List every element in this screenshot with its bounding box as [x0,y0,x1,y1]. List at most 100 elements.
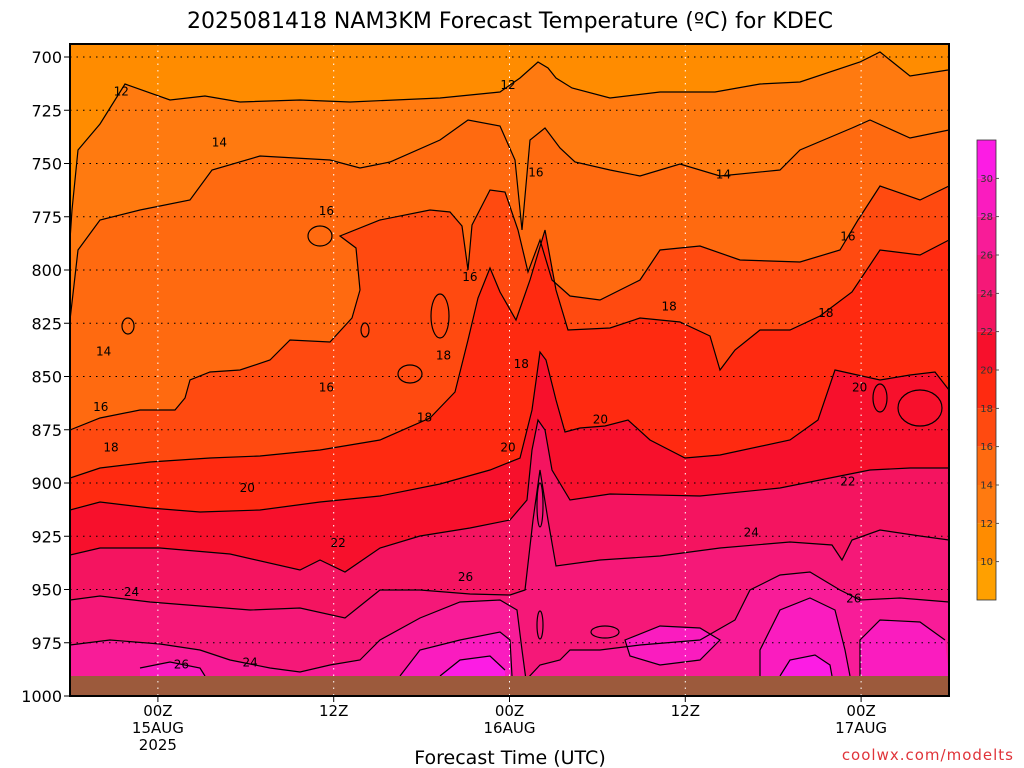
contour-label-text: 12 [500,78,515,92]
contour-label: 18 [818,306,833,320]
y-tick-label: 925 [31,527,62,546]
contour-lines [70,51,949,682]
colorbar-tick-label: 16 [980,442,993,453]
x-tick-label: 2025 [139,736,177,754]
band-28-30 [140,598,949,676]
contour-label-text: 14 [212,136,227,150]
contour-label: 26 [174,658,189,672]
contour-label: 16 [319,204,334,218]
contour-label-text: 24 [744,525,759,539]
contour-label: 18 [514,357,529,371]
band-26-28 [70,572,949,696]
x-tick-label: 17AUG [835,719,887,737]
colorbar-segment [977,293,996,332]
contour-label: 26 [458,570,473,584]
x-tick-label: 00Z [846,702,875,720]
contour-label: 16 [319,381,334,395]
contour-label-text: 14 [96,344,111,358]
contour-label-text: 16 [840,229,855,243]
contour-label: 20 [500,440,515,454]
y-tick-label: 825 [31,314,62,333]
y-tick-label: 950 [31,581,62,600]
y-tick-label: 1000 [21,687,62,706]
contour-label: 14 [212,136,227,150]
y-tick-label: 725 [31,101,62,120]
contour-label-text: 24 [243,655,258,669]
contour-label: 18 [662,300,677,314]
band-30-32 [440,655,832,676]
colorbar-segment [977,523,996,562]
contour-label-text: 12 [114,85,129,99]
colorbar-segment [977,408,996,447]
x-tick-label: 12Z [671,702,700,720]
contour-label-text: 16 [528,166,543,180]
contour-label-text: 26 [174,658,189,672]
colorbar-tick-label: 12 [980,519,993,530]
contour-label: 16 [528,166,543,180]
colorbar-segment [977,561,996,600]
ground-fill [70,676,949,696]
contour-label-text: 20 [593,413,608,427]
x-tick-label: 16AUG [484,719,536,737]
contour-label-text: 16 [93,400,108,414]
colorbar-segment [977,446,996,485]
y-axis: 700 725 750 775 800 825 850 875 900 925 950 975 1000 [21,48,70,706]
contour-label: 22 [840,474,855,488]
contour-label-text: 16 [319,204,334,218]
colorbar-segment [977,485,996,524]
contour-label-text: 20 [240,481,255,495]
contour-label: 20 [593,413,608,427]
y-tick-label: 875 [31,421,62,440]
colorbar-tick-label: 28 [980,212,993,223]
contour-label: 24 [744,525,759,539]
y-tick-label: 800 [31,261,62,280]
contour-label-text: 20 [852,381,867,395]
colorbar-segment [977,216,996,255]
contour-label: 12 [500,78,515,92]
contour-label: 24 [124,585,139,599]
contour-label: 12 [114,85,129,99]
x-axis-label: Forecast Time (UTC) [414,747,605,768]
x-tick-label: 00Z [143,702,172,720]
contour-label-text: 18 [436,349,451,363]
y-tick-label: 900 [31,474,62,493]
plot-area: 12 12 14 14 16 16 16 16 18 18 18 18 14 16 16 18 18 20 20 20… [70,44,949,696]
colorbar-tick-label: 24 [980,289,993,300]
colorbar-tick-label: 22 [980,327,993,338]
contour-label: 16 [93,400,108,414]
colorbar-tick-label: 10 [980,557,993,568]
contour-label-text: 18 [417,410,432,424]
colorbar-segment [977,331,996,370]
contour-label-text: 18 [662,300,677,314]
colorbar-tick-label: 30 [980,174,993,185]
contour-label: 18 [436,349,451,363]
colorbar-tick-label: 26 [980,251,993,262]
contour-label: 20 [240,481,255,495]
colorbar: 10 12 14 16 18 20 22 24 26 28 30 [976,139,999,601]
chart-title: 2025081418 NAM3KM Forecast Temperature (… [187,9,833,34]
contour-label-text: 22 [840,474,855,488]
contour-label-text: 18 [818,306,833,320]
contour-labels: 12 12 14 14 16 16 16 16 18 18 18 18 14 16 16 18 18 20 20 20… [93,78,867,672]
colorbar-segment [977,370,996,409]
y-tick-label: 750 [31,155,62,174]
x-tick-label: 00Z [495,702,524,720]
x-tick-label: 12Z [319,702,348,720]
contour-label-text: 16 [319,381,334,395]
contour-label-text: 14 [716,168,731,182]
contour-label-text: 20 [500,440,515,454]
colorbar-segment [977,255,996,294]
y-tick-label: 700 [31,48,62,67]
contour-label-text: 18 [103,440,118,454]
credit-text: coolwx.com/modelts [842,746,1014,764]
contour-label-text: 16 [462,270,477,284]
contour-label: 24 [243,655,258,669]
contour-label: 20 [852,381,867,395]
grid-lines [70,44,949,696]
contour-label: 26 [846,592,861,606]
contour-label: 18 [417,410,432,424]
x-tick-label: 15AUG [132,719,184,737]
contour-label: 16 [462,270,477,284]
